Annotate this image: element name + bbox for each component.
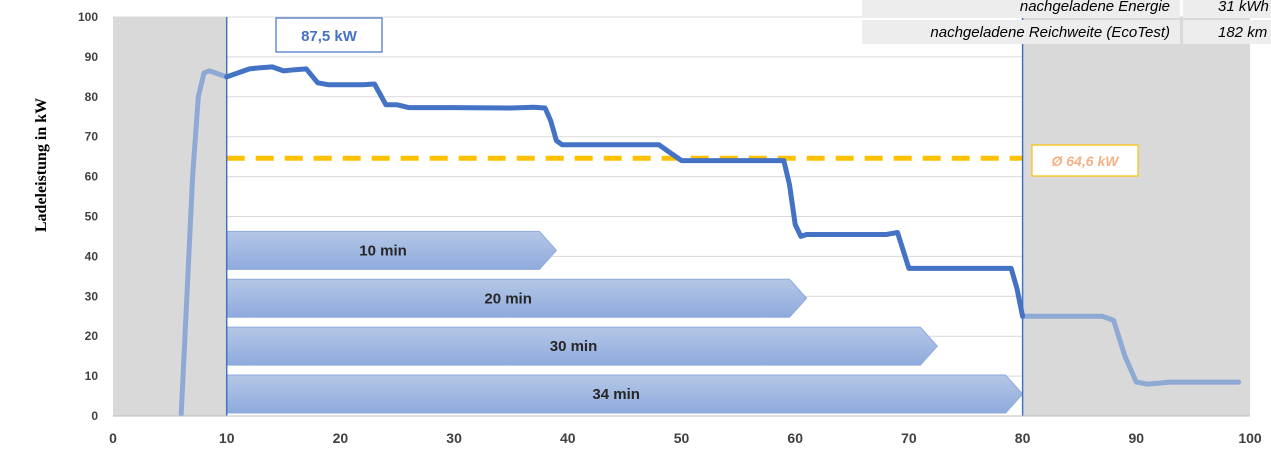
y-axis-label: Ladeleistung in kW	[33, 98, 50, 232]
series-line-pre	[178, 68, 230, 417]
x-tick-label: 20	[333, 430, 349, 446]
table-row: nachgeladene Reichweite (EcoTest) 182 km	[862, 20, 1271, 44]
table-row: nachgeladene Energie 31 kWh	[862, 0, 1271, 18]
x-tick-label: 80	[1015, 430, 1031, 446]
duration-bar-2: 30 min	[226, 326, 938, 366]
duration-bar-label: 30 min	[550, 338, 598, 355]
annotations: 87,5 kW Ø 64,6 kW	[275, 17, 1139, 177]
x-tick-label: 70	[901, 430, 917, 446]
x-tick-label: 0	[109, 430, 117, 446]
series-line-main	[224, 64, 1026, 319]
x-tick-label: 90	[1129, 430, 1145, 446]
y-tick-label: 0	[91, 409, 98, 423]
axes: 0 10 20 30 40 50 60 70 80 90 100 0 10 20 30 40 50 60 70 80 9…	[78, 10, 1262, 446]
y-tick-label: 40	[85, 249, 99, 263]
table-row-value: 31 kWh	[1218, 0, 1269, 15]
duration-bar-3: 34 min	[226, 374, 1024, 414]
peak-label-box	[275, 17, 383, 53]
y-tick-label: 20	[85, 329, 99, 343]
x-tick-label: 100	[1238, 430, 1262, 446]
y-tick-label: 50	[85, 210, 99, 224]
table-row-value: 182 km	[1218, 24, 1267, 41]
y-tick-label: 10	[85, 369, 99, 383]
y-tick-label: 30	[85, 289, 99, 303]
table-cell-bg	[1183, 0, 1271, 18]
table-cell-bg	[1183, 20, 1271, 44]
x-tick-label: 60	[787, 430, 803, 446]
peak-label-text: 87,5 kW	[301, 28, 358, 45]
table-row-label: nachgeladene Reichweite (EcoTest)	[930, 24, 1170, 41]
y-tick-label: 70	[85, 130, 99, 144]
series-group	[178, 64, 1242, 417]
table-cell-bg	[862, 0, 1180, 18]
y-tick-label: 100	[78, 10, 98, 24]
y-tick-label: 90	[85, 50, 99, 64]
duration-bar-1: 20 min	[226, 278, 808, 318]
average-annotation: Ø 64,6 kW	[1031, 144, 1139, 177]
x-tick-label: 10	[219, 430, 235, 446]
table-row-label: nachgeladene Energie	[1020, 0, 1170, 15]
table-cell-bg	[862, 20, 1180, 44]
average-label-box	[1031, 144, 1139, 177]
duration-bar-0: 10 min	[226, 230, 558, 270]
summary-table: nachgeladene Energie 31 kWh nachgeladene R…	[862, 0, 1271, 44]
duration-bar-label: 34 min	[592, 386, 640, 403]
duration-bar-label: 10 min	[359, 242, 407, 259]
peak-annotation: 87,5 kW	[275, 17, 383, 53]
average-label-text: Ø 64,6 kW	[1052, 153, 1121, 169]
x-tick-label: 30	[446, 430, 462, 446]
series-line-post	[1020, 313, 1242, 387]
duration-bar-label: 20 min	[484, 290, 532, 307]
x-tick-label: 40	[560, 430, 576, 446]
y-tick-label: 60	[85, 170, 99, 184]
x-tick-label: 50	[674, 430, 690, 446]
window-lines	[225, 17, 1024, 416]
y-tick-label: 80	[85, 90, 99, 104]
